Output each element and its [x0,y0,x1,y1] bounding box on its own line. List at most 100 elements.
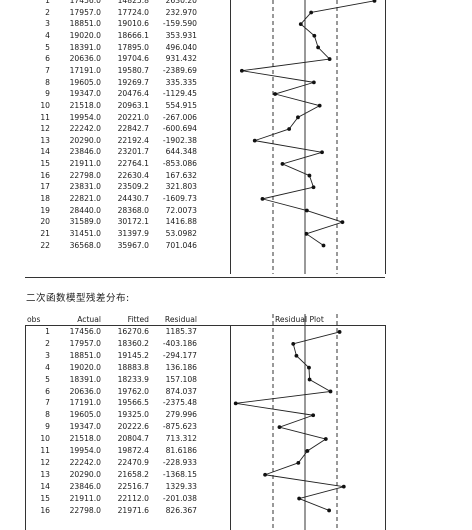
residual-point-20 [340,220,345,225]
cell-fitted: 20222.6 [117,422,149,432]
cell-actual: 17191.0 [69,65,101,75]
cell-residual: 1329.33 [165,481,197,491]
residual-point-6 [328,389,333,394]
header-actual: Actual [77,315,101,324]
cell-residual: 53.0982 [165,229,197,238]
cell-actual: 23846.0 [69,481,101,491]
residual-point-8 [311,413,316,418]
residual-point-9 [273,92,278,96]
cell-actual: 21911.0 [69,159,101,169]
table-row: 10 21518.0 20963.1 554.915 [25,100,230,111]
table-row: 1 17456.0 14825.8 2630.20 [25,0,230,6]
cell-residual: 701.046 [165,240,197,250]
residual-point-4 [307,365,311,370]
cell-obs: 4 [45,30,50,40]
table-2-right-border [385,325,386,530]
cell-fitted: 18360.2 [117,338,149,348]
residual-plot-2 [233,314,346,530]
cell-obs: 11 [40,112,50,122]
residual-point-11 [305,449,310,453]
cell-obs: 2 [45,338,50,348]
table-row: 7 17191.0 19580.7 -2389.69 [25,65,230,76]
cell-residual: 874.037 [165,386,197,396]
cell-residual: 1185.37 [165,327,197,336]
cell-obs: 20 [40,217,50,227]
section-title: 二次函数模型残差分布: [26,293,130,304]
cell-residual: -2389.69 [162,65,197,75]
cell-obs: 17 [40,182,50,192]
cell-residual: -600.694 [162,124,197,134]
cell-fitted: 24430.7 [117,194,149,204]
cell-residual: 496.040 [165,42,197,52]
cell-obs: 15 [40,493,50,503]
cell-actual: 22798.0 [69,170,101,180]
cell-obs: 15 [40,159,50,169]
cell-obs: 3 [45,350,50,360]
cell-fitted: 20804.7 [117,434,149,444]
cell-obs: 16 [40,505,50,515]
cell-actual: 36568.0 [69,240,101,250]
table-row: 15 21911.0 22764.1 -853.086 [25,158,230,169]
cell-actual: 19020.0 [69,30,101,40]
cell-actual: 19020.0 [69,362,101,372]
cell-fitted: 18233.9 [117,374,149,384]
cell-residual: 232.970 [165,7,197,17]
cell-fitted: 28368.0 [117,205,149,215]
cell-fitted: 22516.7 [117,481,149,491]
cell-obs: 10 [40,434,50,444]
cell-residual: 157.108 [165,374,197,384]
header-obs: obs [27,315,41,324]
residual-point-16 [327,508,332,513]
cell-fitted: 19704.6 [117,54,149,64]
cell-residual: -2375.48 [162,398,197,408]
cell-actual: 20636.0 [69,54,101,64]
table-header: obs Actual Fitted Residual [25,314,230,325]
cell-obs: 1 [45,0,50,5]
residual-point-6 [327,57,332,61]
cell-fitted: 20476.4 [117,89,149,99]
cell-obs: 1 [45,327,50,336]
residual-point-17 [311,185,316,190]
cell-fitted: 19325.0 [117,410,149,420]
cell-residual: 321.803 [165,182,197,192]
residual-line [235,331,344,511]
cell-obs: 9 [45,422,50,432]
residual-point-1 [372,0,377,3]
table-row: 17 23831.0 23509.2 321.803 [25,181,230,192]
table-row: 5 18391.0 18233.9 157.108 [25,374,230,385]
table-row: 6 20636.0 19762.0 874.037 [25,386,230,397]
cell-residual: 931.432 [165,54,197,64]
table-row: 7 17191.0 19566.5 -2375.48 [25,397,230,408]
cell-fitted: 19872.4 [117,446,149,455]
cell-actual: 22242.0 [69,124,101,134]
residual-point-16 [307,173,312,178]
table-2-top-border [25,325,385,326]
cell-actual: 19347.0 [69,89,101,99]
cell-fitted: 19566.5 [117,398,149,408]
cell-actual: 17456.0 [69,327,101,336]
table-row: 12 22242.0 22470.9 -228.933 [25,457,230,468]
cell-residual: 713.312 [165,434,197,444]
table-row: 11 19954.0 20221.0 -267.006 [25,112,230,123]
cell-residual: -201.038 [162,493,197,503]
cell-obs: 5 [45,42,50,52]
table-row: 19 28440.0 28368.0 72.0073 [25,205,230,216]
table-row: 13 20290.0 21658.2 -1368.15 [25,469,230,480]
cell-fitted: 16270.6 [117,327,149,336]
cell-residual: 353.931 [165,30,197,40]
cell-residual: 335.335 [165,77,197,87]
table-row: 14 23846.0 23201.7 644.348 [25,146,230,157]
cell-obs: 9 [45,89,50,99]
residual-point-3 [298,22,303,27]
cell-actual: 28440.0 [69,205,101,215]
cell-residual: -1902.38 [162,135,197,145]
cell-actual: 19605.0 [69,410,101,420]
residual-point-15 [280,162,285,166]
cell-fitted: 17724.0 [117,7,149,17]
cell-obs: 3 [45,19,50,29]
cell-actual: 23846.0 [69,147,101,157]
cell-actual: 20290.0 [69,135,101,145]
cell-actual: 19347.0 [69,422,101,432]
cell-residual: 72.0073 [165,205,197,215]
residual-table-2: obs Actual Fitted Residual 1 17456.0 16270… [25,314,385,530]
